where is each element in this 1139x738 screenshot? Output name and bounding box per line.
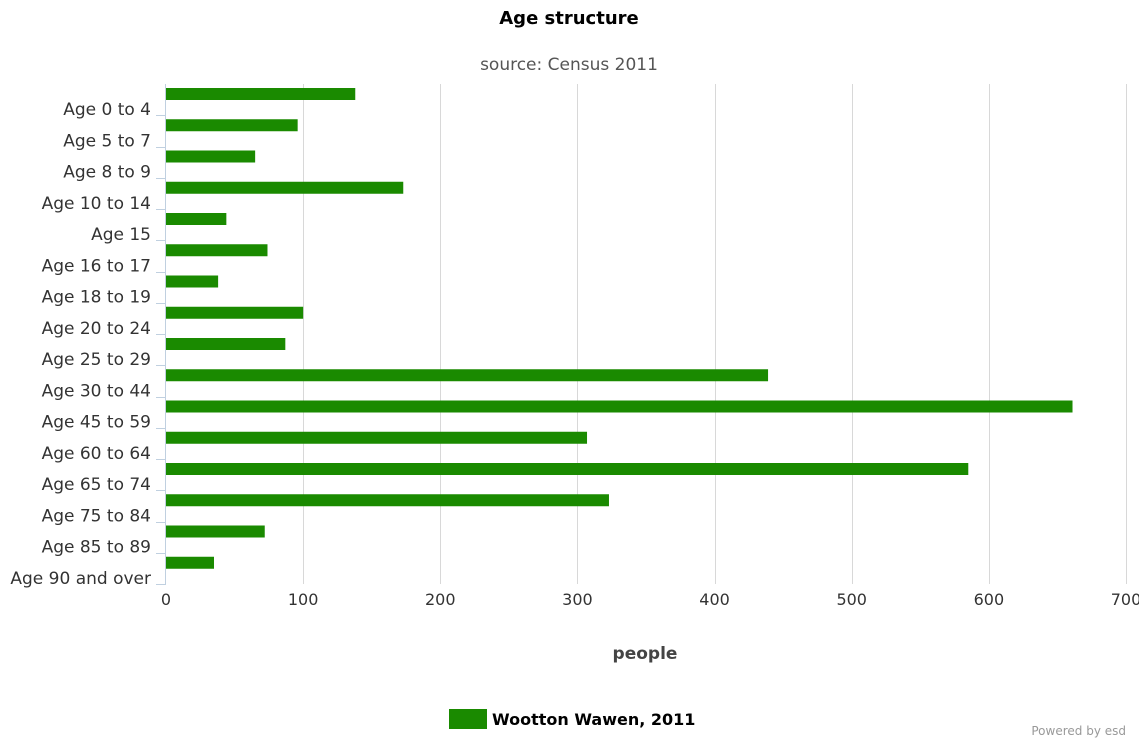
bar[interactable] bbox=[166, 150, 256, 163]
bar[interactable] bbox=[166, 556, 214, 569]
y-category-label: Age 85 to 89 bbox=[42, 538, 151, 558]
credits-link[interactable]: Powered by esd bbox=[1031, 724, 1126, 738]
x-tick-label: 600 bbox=[974, 590, 1005, 609]
x-tick-label: 300 bbox=[562, 590, 593, 609]
bar[interactable] bbox=[166, 244, 268, 257]
bar[interactable] bbox=[166, 88, 356, 100]
y-category-label: Age 15 bbox=[91, 225, 151, 245]
y-category-label: Age 25 to 29 bbox=[42, 350, 151, 370]
y-category-label: Age 5 to 7 bbox=[63, 131, 151, 151]
legend[interactable]: Wootton Wawen, 2011 bbox=[449, 709, 695, 729]
y-category-label: Age 65 to 74 bbox=[42, 475, 151, 495]
bar[interactable] bbox=[166, 431, 588, 444]
legend-label[interactable]: Wootton Wawen, 2011 bbox=[492, 710, 695, 729]
bar[interactable] bbox=[166, 275, 219, 288]
x-tick-label: 100 bbox=[288, 590, 319, 609]
bar[interactable] bbox=[166, 338, 286, 350]
chart-title: Age structure bbox=[499, 8, 638, 29]
x-tick-label: 400 bbox=[699, 590, 730, 609]
bar[interactable] bbox=[166, 494, 609, 507]
y-category-label: Age 30 to 44 bbox=[42, 381, 151, 401]
bar[interactable] bbox=[166, 525, 265, 538]
y-category-label: Age 60 to 64 bbox=[42, 444, 151, 464]
category-labels: Age 0 to 4 Age 5 to 7 Age 8 to 9 Age 10 to … bbox=[10, 100, 151, 589]
bar[interactable] bbox=[166, 306, 304, 319]
y-category-label: Age 18 to 19 bbox=[42, 288, 151, 308]
bar[interactable] bbox=[166, 463, 969, 475]
y-category-label: Age 90 and over bbox=[10, 569, 151, 589]
x-tick-label: 200 bbox=[425, 590, 456, 609]
bar[interactable] bbox=[166, 181, 404, 194]
bar[interactable] bbox=[166, 369, 769, 382]
y-category-label: Age 45 to 59 bbox=[42, 413, 151, 433]
y-category-label: Age 10 to 14 bbox=[42, 194, 151, 214]
x-axis-title: people bbox=[613, 644, 678, 664]
x-tick-label: 700 bbox=[1111, 590, 1139, 609]
grid-layer bbox=[156, 84, 1127, 585]
bar[interactable] bbox=[166, 213, 227, 225]
y-category-label: Age 20 to 24 bbox=[42, 319, 151, 339]
y-category-label: Age 16 to 17 bbox=[42, 256, 151, 276]
y-category-label: Age 8 to 9 bbox=[63, 163, 151, 183]
chart-subtitle: source: Census 2011 bbox=[480, 55, 658, 75]
legend-swatch[interactable] bbox=[449, 709, 487, 729]
bars-layer bbox=[166, 88, 1073, 569]
x-tick-label: 500 bbox=[836, 590, 867, 609]
y-category-label: Age 75 to 84 bbox=[42, 506, 151, 526]
bar[interactable] bbox=[166, 400, 1073, 413]
x-tick-labels: 0 100 200 300 400 500 600 700 bbox=[161, 590, 1139, 609]
bar[interactable] bbox=[166, 119, 298, 132]
x-tick-label: 0 bbox=[161, 590, 171, 609]
y-category-label: Age 0 to 4 bbox=[63, 100, 151, 120]
